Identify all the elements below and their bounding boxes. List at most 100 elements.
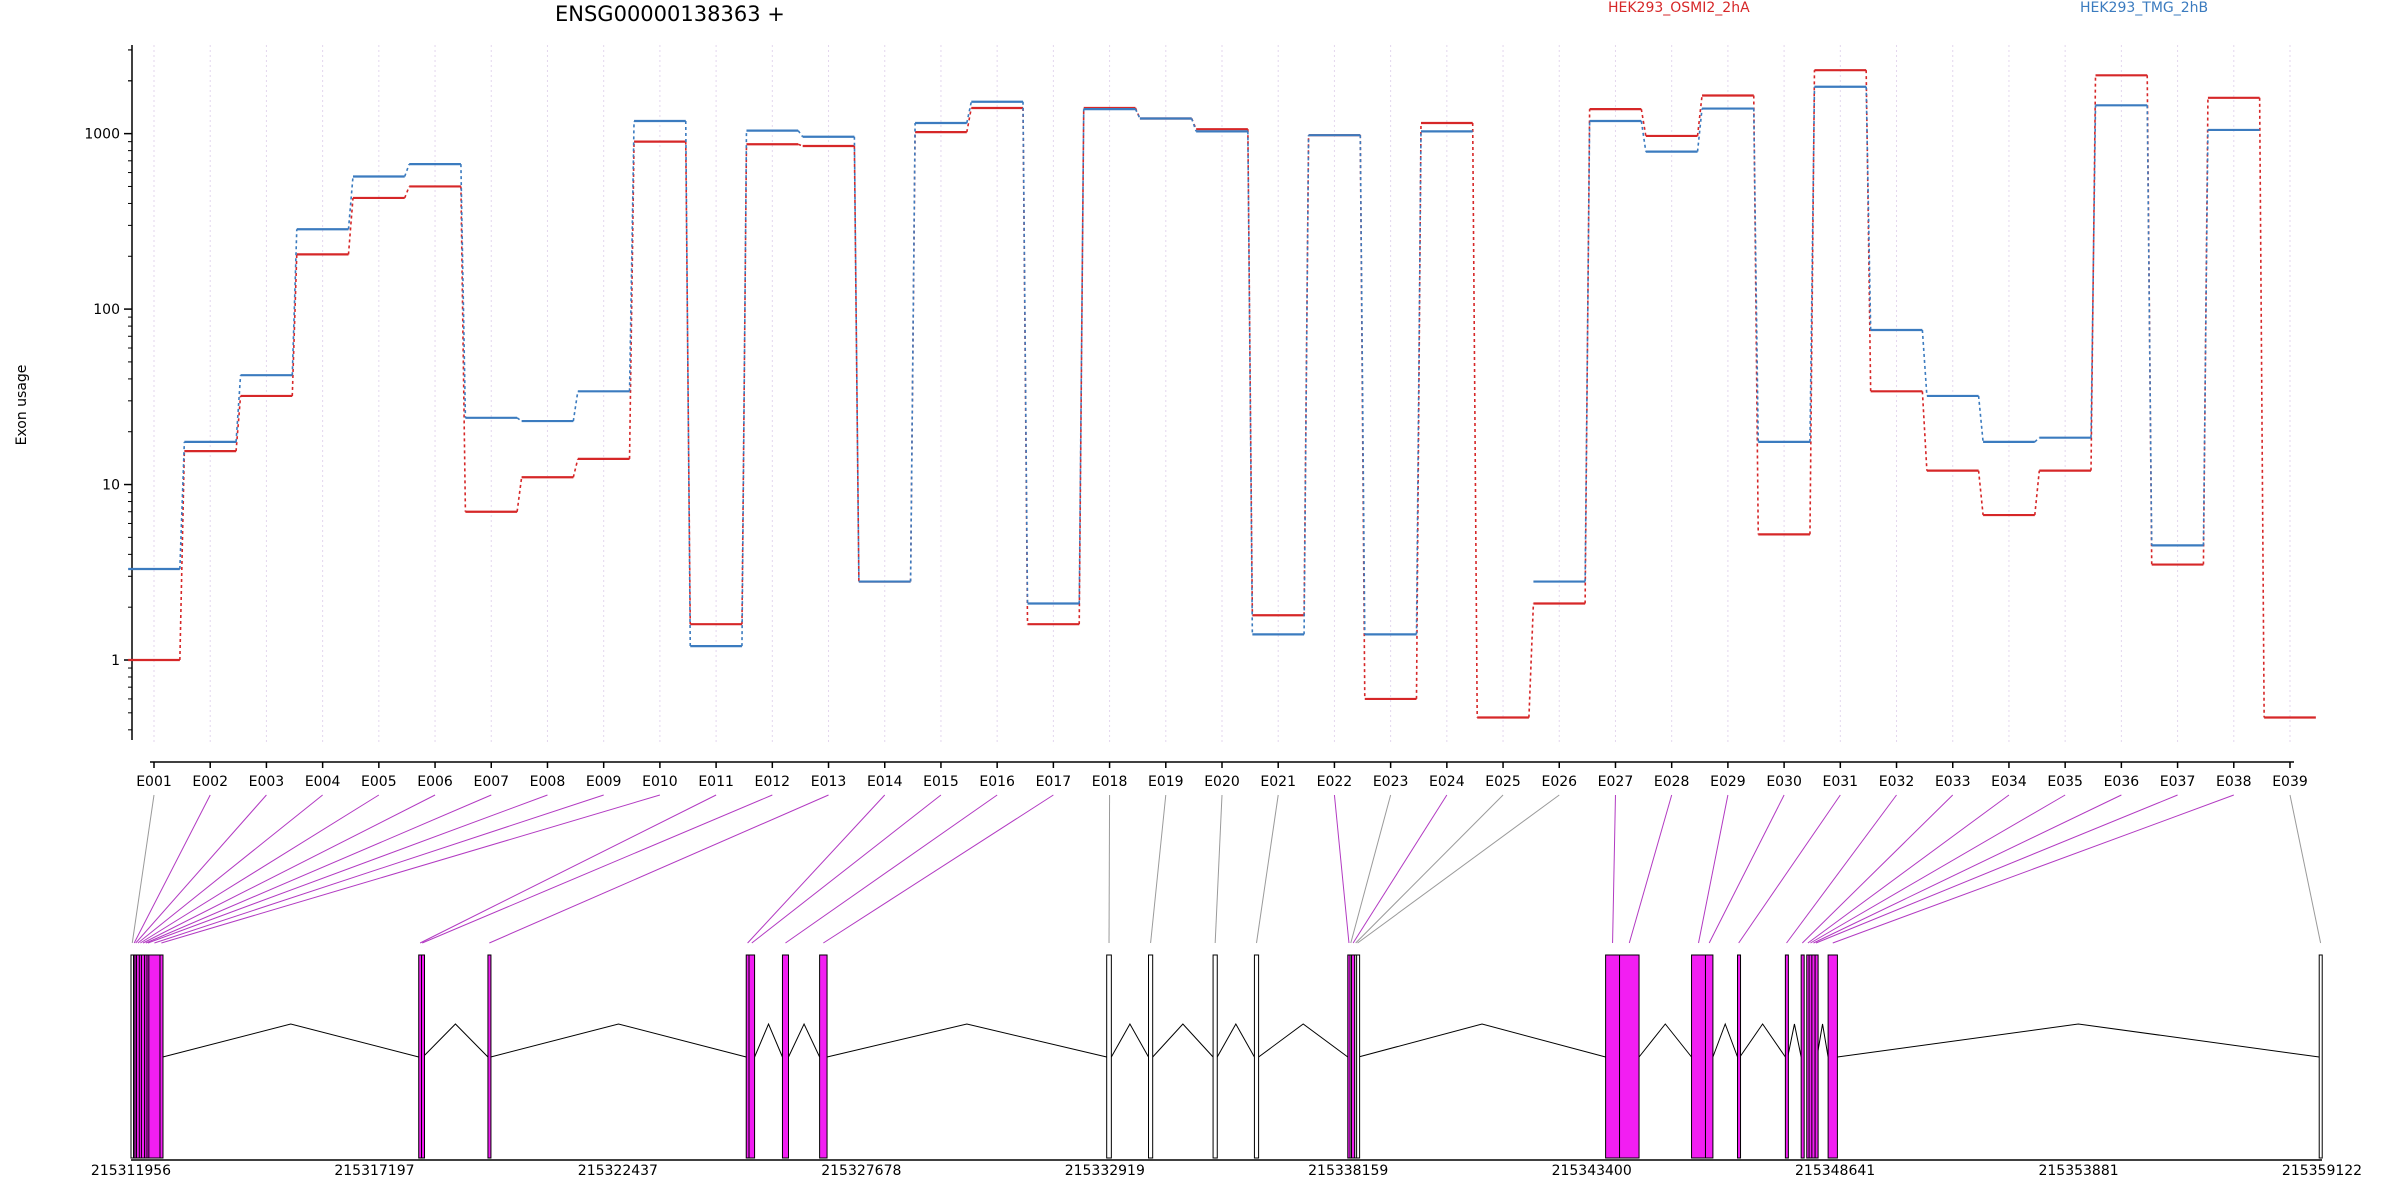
series-connector: [2034, 437, 2040, 443]
exon-tick-label: E011: [698, 774, 734, 790]
exon-box: [487, 954, 492, 1159]
intron: [162, 1023, 419, 1058]
series-connector: [1471, 122, 1478, 718]
genomic-tick-label: 215327678: [821, 1163, 901, 1179]
y-tick-label: 10: [102, 478, 120, 494]
exon-box: [1704, 954, 1714, 1159]
exon-box: [1605, 954, 1621, 1159]
exon-box: [2318, 954, 2323, 1159]
exon-connector: [135, 794, 267, 944]
exon-connector: [1357, 794, 1560, 944]
exon-tick-label: E022: [1317, 774, 1353, 790]
exon-connector: [1786, 794, 1897, 944]
series-connector: [1921, 391, 1928, 471]
series-connector: [1640, 108, 1647, 137]
y-tick-label: 1: [111, 653, 120, 669]
exon-connector: [133, 794, 211, 944]
exon-tick-label: E012: [755, 774, 791, 790]
legend-entry-tmg: HEK293_TMG_2hB: [2080, 0, 2209, 16]
series-connector: [966, 107, 973, 133]
series-connector: [741, 130, 748, 647]
intron: [754, 1022, 783, 1058]
genomic-tick-label: 215322437: [578, 1163, 658, 1179]
series-connector: [1865, 86, 1872, 331]
exon-tick-label: E031: [1823, 774, 1859, 790]
series-connector: [347, 197, 354, 255]
genomic-tick-label: 215317197: [334, 1163, 414, 1179]
exon-tick-label: E016: [979, 774, 1015, 790]
gene-model: [130, 954, 2323, 1159]
series-tmg: [128, 85, 2260, 648]
chart-title: ENSG00000138363 +: [555, 2, 785, 26]
exon-connector: [1815, 794, 2178, 944]
exon-tick-label: E035: [2047, 774, 2083, 790]
exon-tick-label: E024: [1429, 774, 1465, 790]
exon-tick-label: E027: [1598, 774, 1634, 790]
exon-connector: [751, 794, 942, 944]
exon-tick-label: E003: [249, 774, 285, 790]
intron: [490, 1023, 747, 1058]
intron: [1638, 1023, 1692, 1058]
exon-tick-label: E004: [305, 774, 341, 790]
series-lines: [128, 69, 2316, 719]
series-connector: [966, 101, 973, 124]
exon-box: [1212, 954, 1218, 1159]
exon-tick-label: E019: [1148, 774, 1184, 790]
exon-box: [1253, 954, 1260, 1159]
series-connector: [460, 186, 467, 512]
exon-tick-label: E018: [1092, 774, 1128, 790]
exon-tick-label: E023: [1373, 774, 1409, 790]
exon-connector: [747, 794, 886, 944]
series-connector: [572, 391, 579, 422]
exon-tick-label: E013: [811, 774, 847, 790]
exon-connector: [1256, 794, 1279, 944]
exon-tick-label: E001: [136, 774, 172, 790]
exon-connector: [422, 794, 773, 944]
series-connector: [2034, 470, 2041, 516]
series-connector: [1640, 120, 1647, 152]
series-connector: [909, 122, 916, 582]
exon-connector: [419, 794, 717, 944]
series-connector: [2090, 105, 2097, 438]
exon-box: [1148, 954, 1154, 1159]
exon-tick-label: E039: [2272, 774, 2308, 790]
genomic-tick-label: 215343400: [1552, 1163, 1632, 1179]
genomic-axis: 215311956 215317197 215322437 215327678 2153…: [91, 1159, 2362, 1179]
exon-box: [819, 954, 828, 1159]
exon-connector: [1214, 794, 1223, 944]
exon-tick-label: E009: [586, 774, 622, 790]
legend-entry-osmi2: HEK293_OSMI2_2hA: [1608, 0, 1750, 16]
series-connector: [1696, 108, 1703, 152]
genomic-tick-label: 215348641: [1795, 1163, 1875, 1179]
exon-connector: [489, 794, 829, 944]
intron: [422, 1023, 489, 1058]
series-connector: [1190, 118, 1197, 132]
intron: [1258, 1023, 1349, 1058]
intron: [788, 1022, 821, 1058]
exon-tick-label: E028: [1654, 774, 1690, 790]
series-connector: [403, 163, 410, 177]
series-connector: [684, 141, 692, 625]
exon-tick-label: E015: [923, 774, 959, 790]
exon-connector: [145, 794, 492, 944]
genomic-tick-label: 215359122: [2282, 1163, 2362, 1179]
genomic-tick-label: 215353881: [2038, 1163, 2118, 1179]
intron: [1816, 1023, 1829, 1058]
y-tick-label: 1000: [84, 127, 120, 143]
series-connector: [1303, 135, 1310, 635]
series-connector: [1247, 131, 1254, 635]
exon-connector: [1813, 794, 2122, 944]
exon-tick-label: E020: [1204, 774, 1240, 790]
exon-box: [1106, 954, 1112, 1159]
exon-box: [1784, 954, 1789, 1159]
series-connector: [2146, 105, 2153, 546]
exon-tick-label: E038: [2216, 774, 2252, 790]
exon-connectors: [131, 794, 2322, 944]
exon-box: [159, 954, 164, 1159]
exon-connector: [785, 794, 998, 944]
series-connector: [797, 143, 803, 147]
exon-box: [748, 954, 756, 1159]
y-tick-label: 100: [93, 302, 120, 318]
